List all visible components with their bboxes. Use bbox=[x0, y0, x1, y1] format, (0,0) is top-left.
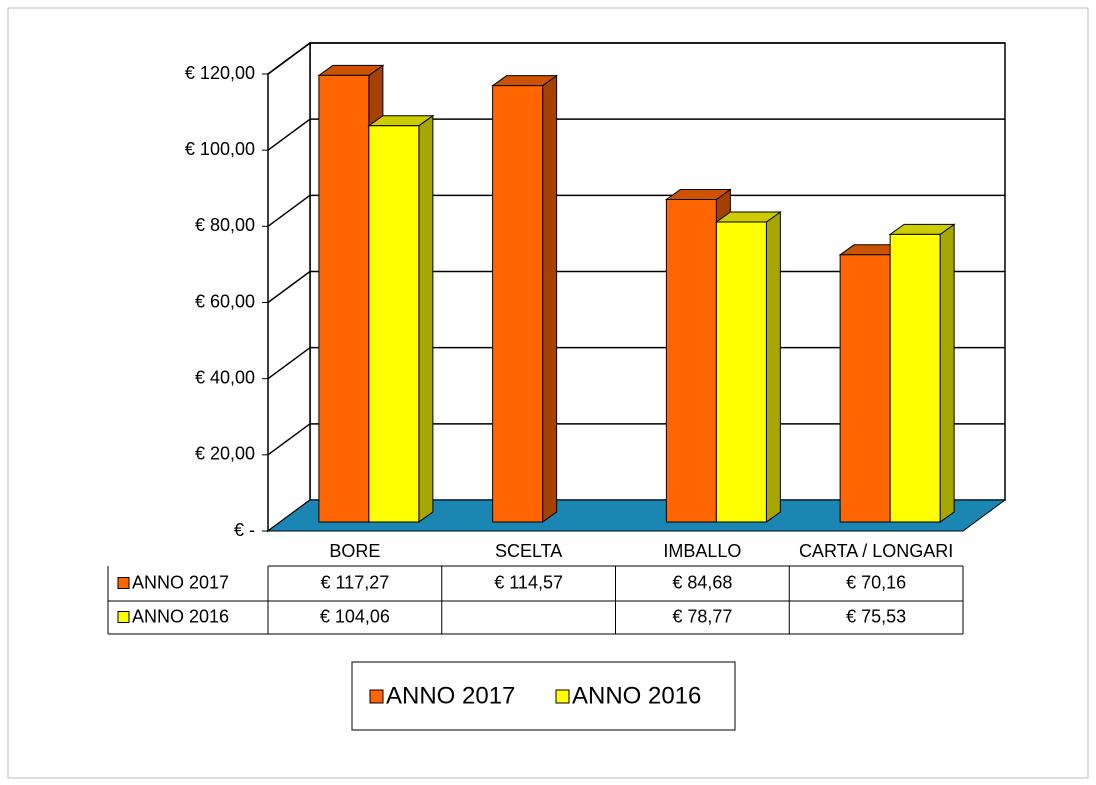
grid-line-side bbox=[267, 423, 311, 456]
bar-face bbox=[368, 125, 420, 523]
legend-label: ANNO 2016 bbox=[572, 682, 701, 709]
x-tick-label: SCELTA bbox=[495, 541, 562, 561]
x-tick-label: BORE bbox=[329, 541, 380, 561]
grid-line-side bbox=[267, 194, 311, 227]
x-tick-label: IMBALLO bbox=[663, 541, 741, 561]
legend-box bbox=[351, 661, 736, 731]
y-tick-label: € 20,00 bbox=[195, 444, 255, 464]
bar-face bbox=[418, 114, 434, 523]
bar-face bbox=[542, 74, 558, 523]
bar bbox=[367, 114, 435, 523]
bar-face bbox=[765, 211, 781, 523]
bar-face bbox=[318, 74, 370, 523]
grid-line-side bbox=[267, 270, 311, 304]
bar-face bbox=[715, 221, 767, 523]
y-tick-label: € 100,00 bbox=[185, 139, 255, 159]
y-tick-label: € 120,00 bbox=[185, 63, 255, 83]
y-tick-label: € 60,00 bbox=[195, 291, 255, 311]
y-tick-label: € - bbox=[234, 520, 255, 540]
y-tick-label: € 80,00 bbox=[195, 215, 255, 235]
legend-label: ANNO 2017 bbox=[386, 682, 515, 709]
table-value: € 104,06 bbox=[320, 606, 390, 626]
grid-line-side bbox=[267, 118, 311, 151]
table-value: € 114,57 bbox=[494, 572, 563, 592]
bar bbox=[714, 211, 782, 523]
table-key bbox=[117, 577, 130, 589]
legend-key bbox=[369, 689, 384, 704]
bar-face bbox=[665, 199, 717, 523]
bar-face bbox=[839, 254, 891, 523]
table-value: € 117,27 bbox=[321, 572, 390, 592]
y-tick-label: € 40,00 bbox=[195, 367, 255, 387]
chart-frame bbox=[7, 7, 1089, 779]
grid-line-side bbox=[267, 347, 311, 380]
grid-line-side bbox=[267, 42, 311, 75]
table-value: € 84,68 bbox=[672, 572, 732, 592]
floor bbox=[266, 499, 1007, 532]
x-tick-label: CARTA / LONGARI bbox=[799, 541, 953, 561]
bar bbox=[491, 74, 559, 523]
bar-face bbox=[889, 233, 941, 523]
table-key bbox=[117, 611, 130, 623]
table-value: € 78,77 bbox=[672, 606, 732, 626]
table-series-name: ANNO 2017 bbox=[132, 572, 229, 592]
bar-face bbox=[492, 85, 544, 523]
table-series-name: ANNO 2016 bbox=[132, 606, 229, 626]
table-value: € 75,53 bbox=[846, 606, 906, 626]
legend-key bbox=[555, 689, 570, 704]
bar bbox=[888, 223, 956, 523]
table-value: € 70,16 bbox=[846, 572, 906, 592]
bar-face bbox=[939, 223, 955, 523]
